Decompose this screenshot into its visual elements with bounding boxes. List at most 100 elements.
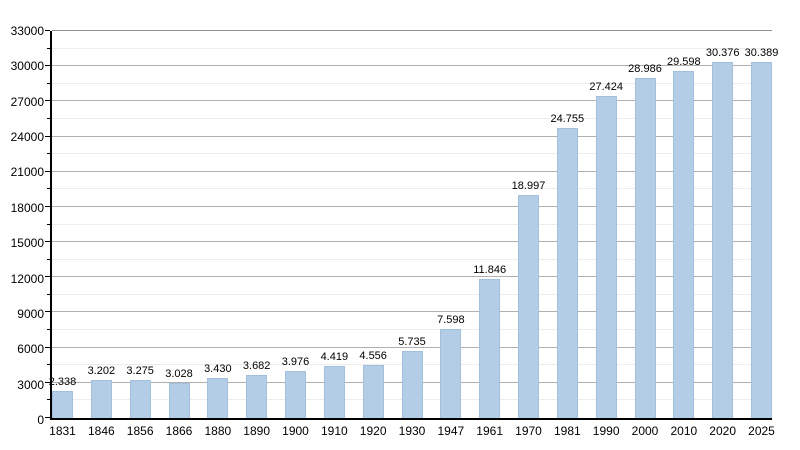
minor-gridline: [52, 82, 772, 84]
minor-gridline: [52, 258, 772, 260]
minor-gridline: [52, 47, 772, 49]
major-gridline: [52, 100, 772, 102]
bar-group: 3.430 1880: [204, 31, 232, 438]
x-tick-label: 1981: [553, 424, 581, 438]
y-major-tick: [45, 241, 50, 243]
bar-value-label: 4.419: [320, 351, 349, 364]
bar-value-label: 30.389: [744, 46, 779, 59]
x-tick-label: 1846: [87, 424, 115, 438]
bar-value-label: 27.424: [589, 81, 623, 94]
y-major-tick: [45, 417, 50, 418]
y-major-tick: [45, 170, 50, 172]
bar-value-label: 3.202: [87, 365, 116, 378]
bar: [634, 78, 656, 418]
y-tick-label: 9000: [17, 306, 44, 321]
bar: [323, 366, 345, 418]
x-tick-label: 1890: [243, 424, 271, 438]
x-tick-label: 1920: [359, 424, 387, 438]
x-tick-label: 1900: [282, 424, 309, 438]
y-major-tick: [45, 65, 50, 67]
bar-value-label: 3.275: [126, 364, 154, 377]
y-tick-label: 18000: [10, 200, 44, 215]
major-gridline: [52, 276, 772, 278]
bar-group: 3.202 1846: [88, 31, 116, 438]
x-tick-label: 1970: [515, 424, 542, 438]
y-tick-label: 30000: [10, 59, 44, 74]
bar-group: 3.976 1900: [282, 31, 310, 438]
bar-value-label: 24.755: [550, 112, 585, 125]
bar-value-label: 28.986: [628, 63, 662, 76]
bar-value-label: 18.997: [511, 180, 546, 193]
minor-gridline: [52, 293, 772, 295]
y-minor-tick: [47, 153, 50, 155]
bars: 2.338 1831 3.202 1846 3.275 1856 3.028 1866 3.43…: [49, 31, 779, 438]
major-gridline: [52, 170, 772, 172]
bar-group: 30.389 2025: [745, 31, 779, 438]
bar-value-label: 3.976: [281, 356, 310, 369]
x-tick-label: 1990: [592, 424, 620, 438]
bar-value-label: 7.598: [437, 313, 465, 326]
y-minor-tick: [47, 399, 50, 401]
bar: [90, 380, 112, 418]
major-gridline: [52, 135, 772, 137]
x-tick-label: 1866: [165, 424, 193, 438]
y-major-tick: [45, 135, 50, 137]
y-major-tick: [45, 381, 50, 383]
y-minor-tick: [47, 329, 50, 331]
bar-value-label: 3.682: [242, 359, 271, 372]
bar-group: 7.598 1947: [437, 31, 465, 438]
y-tick-label: 27000: [10, 94, 44, 109]
x-tick-label: 2010: [670, 424, 698, 438]
y-major-tick: [45, 100, 50, 102]
x-tick-label: 1880: [204, 424, 232, 438]
y-minor-tick: [47, 82, 50, 84]
y-major-tick: [45, 30, 50, 31]
major-gridline: [52, 311, 772, 313]
bar: [285, 371, 306, 418]
y-tick-label: 24000: [10, 130, 44, 145]
bar-value-label: 4.556: [359, 349, 387, 362]
y-minor-tick: [47, 47, 50, 49]
y-minor-tick: [47, 117, 50, 119]
x-tick-label: 1856: [126, 424, 154, 438]
bar-group: 24.755 1981: [551, 31, 585, 438]
minor-gridline: [52, 153, 772, 155]
y-minor-tick: [47, 293, 50, 295]
major-gridline: [52, 205, 772, 207]
x-tick-label: 1947: [437, 424, 465, 438]
x-tick-label: 1961: [476, 424, 504, 438]
major-gridline: [52, 346, 772, 348]
bar-value-label: 3.430: [204, 362, 232, 375]
bar: [751, 61, 772, 418]
y-tick-label: 6000: [17, 342, 44, 357]
x-tick-label: 2025: [748, 424, 775, 438]
bar-group: 29.598 2010: [667, 31, 701, 438]
bar: [673, 70, 695, 418]
y-major-tick: [45, 205, 50, 207]
bar: [52, 390, 73, 418]
bar: [246, 374, 268, 418]
bar: [168, 382, 190, 418]
bar-group: 4.419 1910: [321, 31, 349, 438]
y-minor-tick: [47, 258, 50, 260]
x-tick-label: 2000: [631, 424, 659, 438]
bar-value-label: 29.598: [667, 55, 701, 68]
gridlines: [52, 30, 772, 418]
y-tick-label: 21000: [10, 165, 44, 180]
major-gridline: [52, 241, 772, 243]
x-tick-label: 1930: [398, 424, 426, 438]
bar-value-label: 5.735: [398, 335, 426, 348]
bar-group: 3.682 1890: [243, 31, 271, 438]
y-minor-tick: [47, 223, 50, 225]
x-tick-label: 2020: [709, 424, 737, 438]
bar-value-label: 3.028: [165, 367, 193, 380]
y-tick-label: 15000: [10, 236, 44, 251]
bar: [556, 127, 578, 418]
bar: [401, 350, 423, 418]
minor-gridline: [52, 223, 772, 225]
minor-gridline: [52, 117, 772, 119]
y-tick-label: 33000: [10, 24, 44, 38]
bar: [362, 364, 384, 418]
bar-value-label: 30.376: [705, 46, 740, 59]
